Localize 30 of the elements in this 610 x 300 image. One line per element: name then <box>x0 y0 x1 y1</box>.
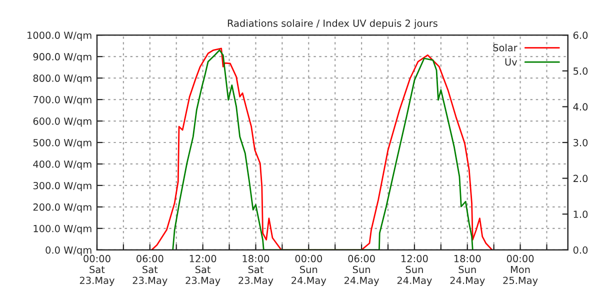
x-tick-label: 00:00 Sat 23.May <box>80 254 114 286</box>
y-tick-label: 900.0 W/qm <box>33 53 92 62</box>
legend-label: Solar <box>493 44 518 52</box>
x-tick-label: 12:00 Sun 24.May <box>397 254 432 286</box>
y-tick-label: 300.0 W/qm <box>33 182 92 192</box>
y-tick-label: 100.0 W/qm <box>34 224 92 234</box>
legend-label: Uv <box>505 58 518 66</box>
y-tick-label: 600.0 W/qm <box>33 118 92 127</box>
x-tick-label: 06:00 Sun 24.May <box>344 254 380 286</box>
y2-tick-label: 1.0 <box>574 210 588 218</box>
chart-title: Radiations solaire / Index UV depuis 2 jours <box>228 19 438 29</box>
y2-tick-label: 6.0 <box>573 32 588 39</box>
x-tick-label: 18:00 Sat 23.May <box>238 254 274 286</box>
y-tick-label: 400.0 W/qm <box>33 160 92 170</box>
x-tick-label: 06:00 Sat 23.May <box>132 254 168 286</box>
y2-tick-label: 0.0 <box>573 246 588 254</box>
x-tick-label: 00:00 Sun 24.May <box>292 254 326 286</box>
x-tick-label: 18:00 Sun 24.May <box>450 254 485 286</box>
y2-tick-label: 2.0 <box>573 174 588 182</box>
y2-tick-label: 5.0 <box>574 67 588 75</box>
y-tick-label: 700.0 W/qm <box>33 96 92 106</box>
y-tick-label: 500.0 W/qm <box>33 138 92 148</box>
x-tick-label: 00:00 Mon 25.May <box>503 254 538 286</box>
y-tick-label: 800.0 W/qm <box>33 74 92 84</box>
x-tick-label: 12:00 Sat 23.May <box>186 254 220 286</box>
y2-tick-label: 4.0 <box>573 103 588 111</box>
y-tick-label: 200.0 W/qm <box>33 203 92 213</box>
y-tick-label: 1000.0 W/qm <box>28 32 92 41</box>
y-tick-label: 0.0 W/qm <box>46 246 92 256</box>
y2-tick-label: 3.0 <box>574 138 588 146</box>
